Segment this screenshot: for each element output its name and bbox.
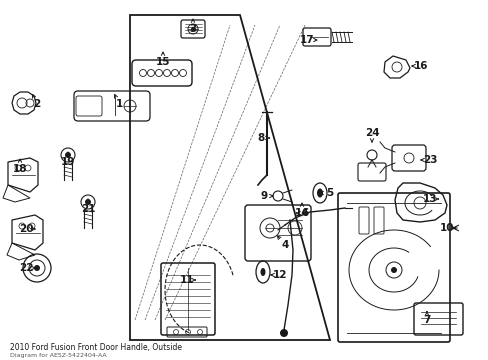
Text: 12: 12 [272, 270, 286, 280]
Text: 14: 14 [294, 208, 309, 218]
Text: 10: 10 [439, 223, 453, 233]
Text: 16: 16 [413, 61, 427, 71]
Text: 9: 9 [260, 191, 267, 201]
Text: 24: 24 [364, 128, 379, 138]
Ellipse shape [316, 189, 323, 198]
Text: 18: 18 [13, 164, 27, 174]
Text: 1: 1 [115, 99, 122, 109]
Text: 6: 6 [301, 208, 308, 218]
Circle shape [34, 265, 40, 271]
Circle shape [65, 152, 71, 158]
Text: 4: 4 [281, 240, 288, 250]
Text: 7: 7 [423, 315, 430, 325]
Text: 21: 21 [81, 204, 95, 214]
Circle shape [390, 267, 396, 273]
Text: 15: 15 [156, 57, 170, 67]
Text: 11: 11 [180, 275, 194, 285]
Text: 8: 8 [257, 133, 264, 143]
Text: 2: 2 [33, 99, 41, 109]
Text: 13: 13 [422, 194, 436, 204]
Text: 20: 20 [19, 224, 33, 234]
Text: 2010 Ford Fusion Front Door Handle, Outside: 2010 Ford Fusion Front Door Handle, Outs… [10, 343, 182, 352]
Circle shape [85, 199, 91, 205]
Ellipse shape [260, 268, 265, 276]
Circle shape [280, 329, 287, 337]
Circle shape [191, 27, 195, 31]
Text: 19: 19 [61, 157, 75, 167]
Text: 3: 3 [189, 24, 196, 34]
Text: 17: 17 [299, 35, 314, 45]
Text: 23: 23 [422, 155, 436, 165]
Text: Diagram for AE5Z-5422404-AA: Diagram for AE5Z-5422404-AA [10, 353, 106, 358]
Text: 5: 5 [325, 188, 333, 198]
Text: 22: 22 [19, 263, 33, 273]
